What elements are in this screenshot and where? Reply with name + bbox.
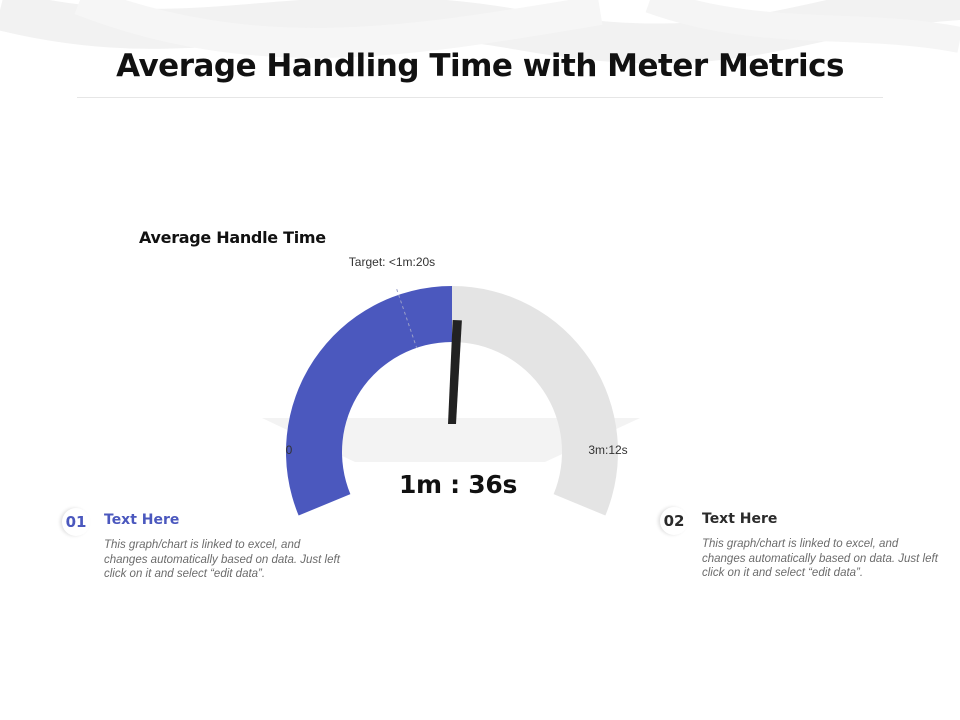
gauge-needle: [448, 320, 462, 424]
gauge-base-shadow: [262, 418, 640, 462]
gauge-target-marker: [396, 288, 418, 348]
gauge-value-arc: [286, 286, 452, 516]
gauge-min-label: 0: [286, 443, 293, 457]
gauge-remainder-arc: [452, 286, 618, 516]
note-number: 01: [62, 508, 90, 536]
background-swirl: [0, 0, 960, 64]
gauge-target-label: Target: <1m:20s: [349, 255, 435, 269]
chart-title: Average Handle Time: [139, 228, 326, 247]
note-heading: Text Here: [702, 511, 778, 527]
slide-title: Average Handling Time with Meter Metrics: [116, 48, 844, 84]
note-number: 02: [660, 507, 688, 535]
note-heading: Text Here: [104, 512, 180, 528]
gauge-max-label: 3m:12s: [588, 443, 627, 457]
note-body: This graph/chart is linked to excel, and…: [702, 538, 938, 579]
note-body: This graph/chart is linked to excel, and…: [104, 539, 340, 580]
title-divider: [77, 97, 883, 98]
gauge-value-label: 1m : 36s: [398, 470, 518, 499]
